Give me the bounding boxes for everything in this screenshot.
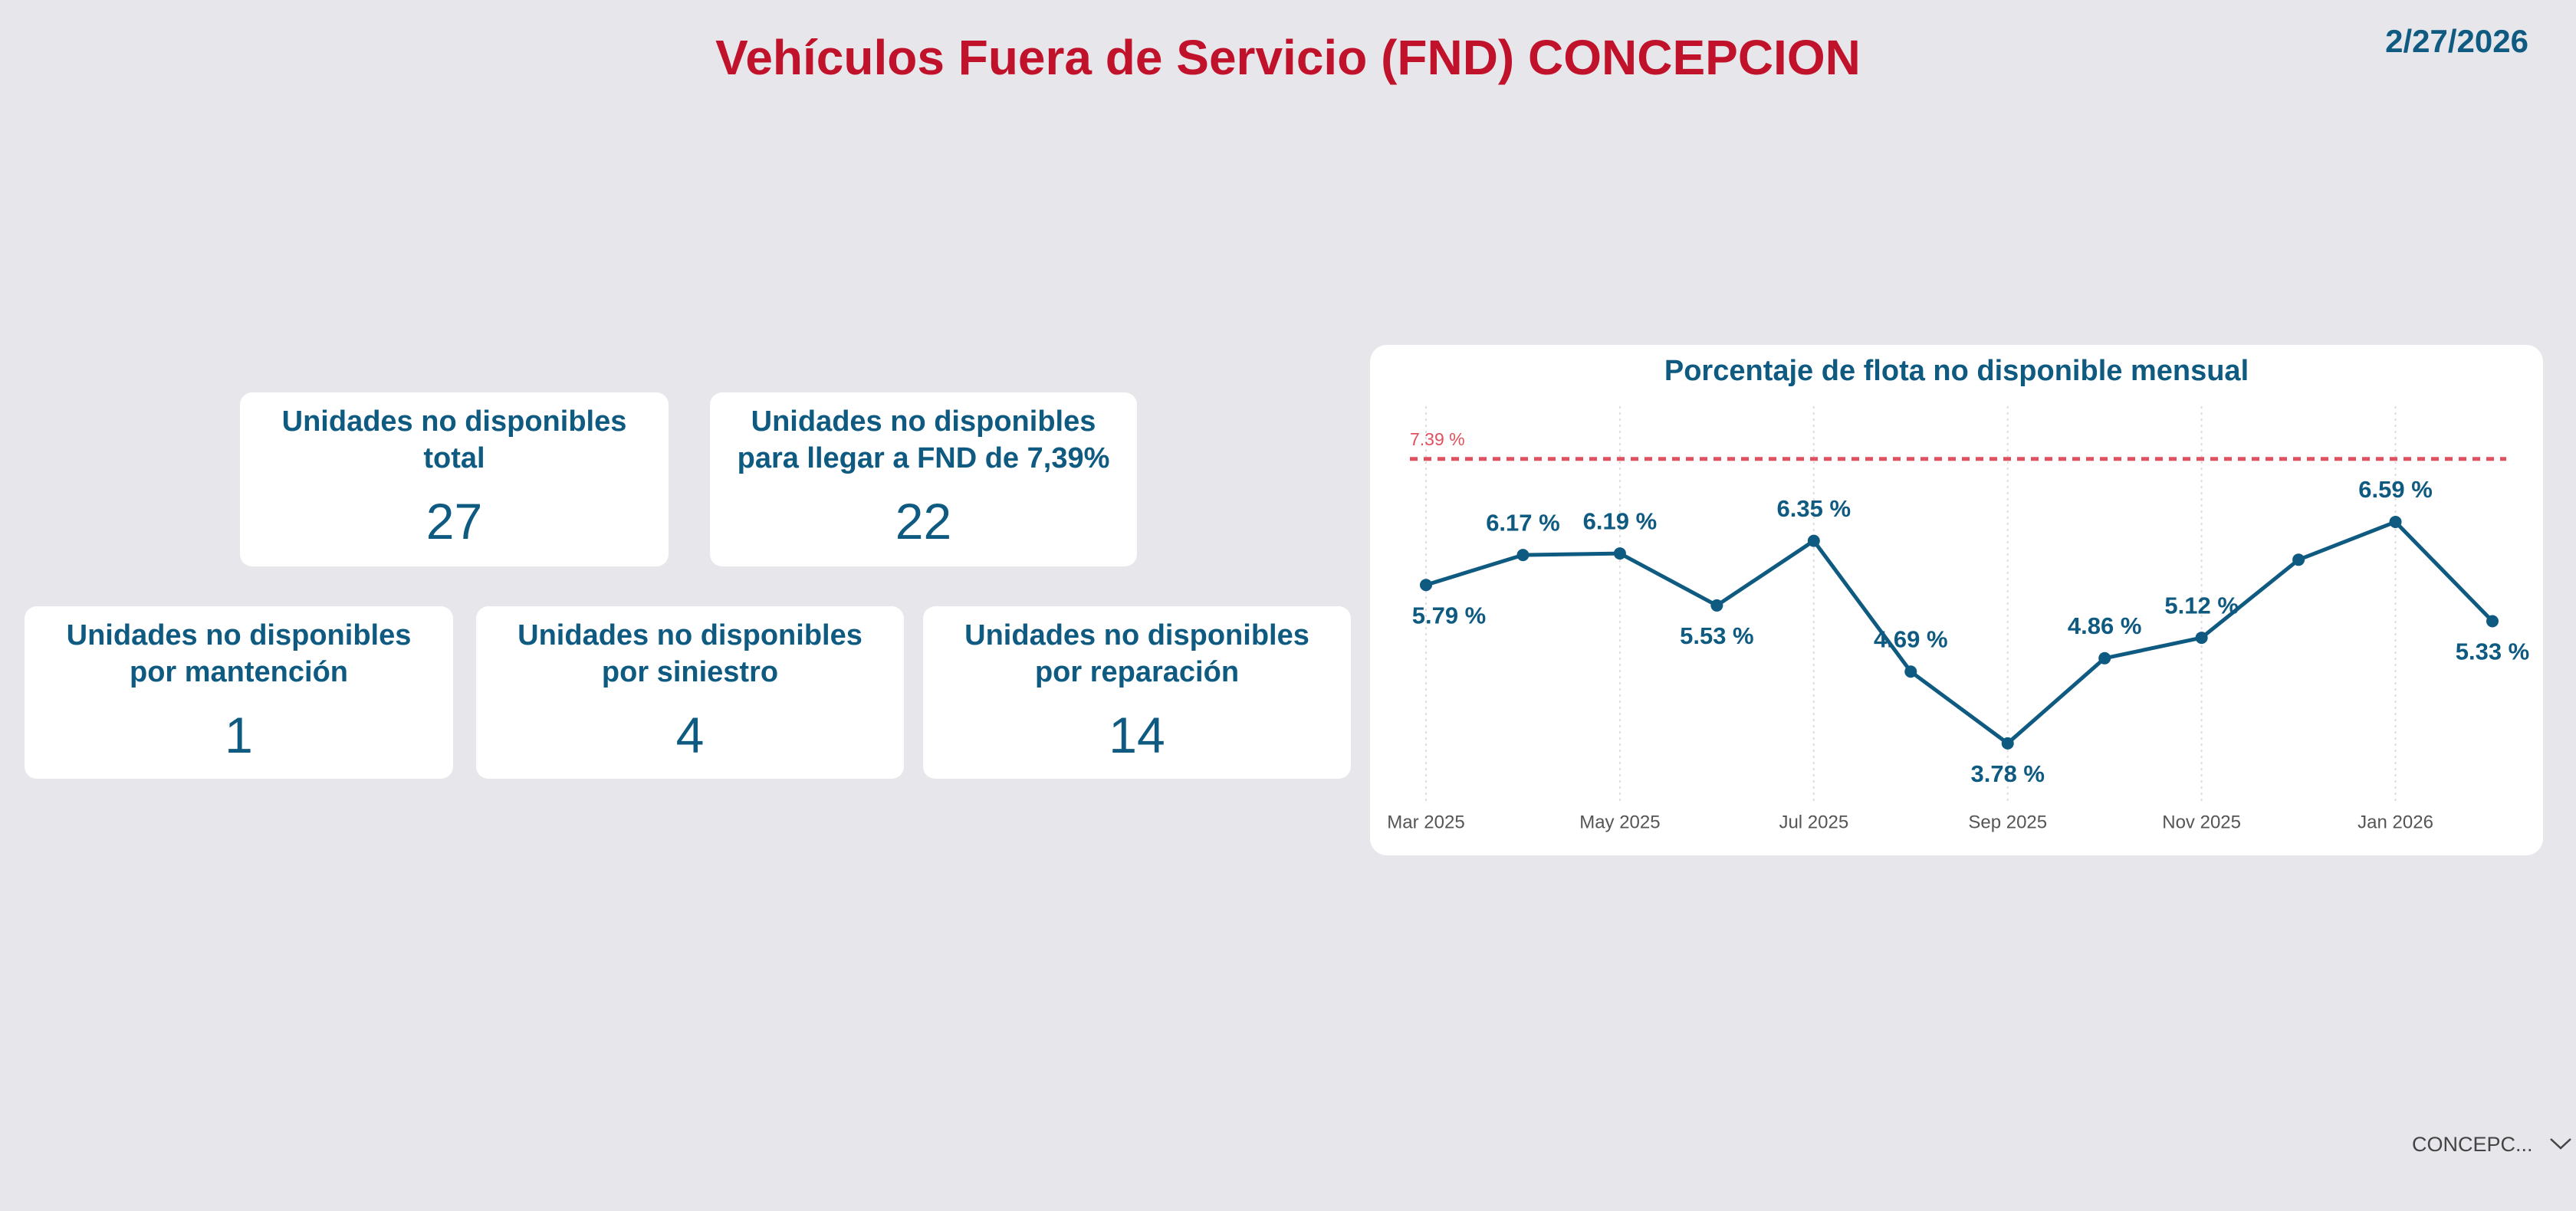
point <box>2001 737 2014 750</box>
reference-label: 7.39 % <box>1410 429 1465 449</box>
kpi-title-line: Unidades no disponibles <box>964 619 1309 651</box>
kpi-title-line: por siniestro <box>601 656 779 688</box>
x-tick-label: Nov 2025 <box>2162 812 2241 832</box>
kpi-title-line: para llegar a FND de 7,39% <box>737 442 1110 474</box>
data-label: 3.78 % <box>1970 760 2045 787</box>
kpi-title-line: Unidades no disponibles <box>281 405 627 438</box>
date: 2/27/2026 <box>2385 23 2528 59</box>
data-label: 5.12 % <box>2164 592 2239 619</box>
data-label: 6.17 % <box>1486 509 1560 536</box>
kpi-value: 14 <box>1109 707 1165 763</box>
kpi-value: 4 <box>675 707 705 763</box>
x-tick-label: Jul 2025 <box>1779 812 1848 832</box>
point <box>2486 615 2499 628</box>
region-slicer[interactable]: CONCEPC... <box>2412 1133 2572 1157</box>
data-label: 5.79 % <box>1412 602 1487 628</box>
kpi-title-line: total <box>423 442 485 474</box>
line <box>1425 520 2494 746</box>
data-label: 5.33 % <box>2456 638 2530 665</box>
chart: Porcentaje de flota no disponible mensua… <box>1387 355 2530 832</box>
data-label: 6.35 % <box>1777 495 1852 522</box>
chevron[interactable] <box>2549 1136 2572 1151</box>
point <box>1807 534 1820 547</box>
point <box>1904 665 1917 678</box>
kpi-title-line: por reparación <box>1034 656 1240 688</box>
x-tick-label: Sep 2025 <box>1968 812 2047 832</box>
kpi-title: Unidades no disponibles total <box>240 403 669 477</box>
kpi-title: Unidades no disponibles por reparación <box>923 617 1351 691</box>
point <box>2292 553 2305 566</box>
kpi-value: 1 <box>225 707 253 763</box>
x-tick-label: Jan 2026 <box>2358 812 2433 832</box>
chart-title: Porcentaje de flota no disponible mensua… <box>1664 355 2249 387</box>
chart-card: Porcentaje de flota no disponible mensua… <box>1370 345 2543 855</box>
kpi-card: Unidades no disponibles para llegar a FND… <box>710 392 1137 566</box>
x-tick-label: May 2025 <box>1579 812 1660 832</box>
kpi-card: Unidades no disponibles por siniestro 4 <box>476 606 904 779</box>
data-label: 4.69 % <box>1874 625 1948 652</box>
kpi-title: Unidades no disponibles por mantención <box>25 617 453 691</box>
data-label: 6.19 % <box>1583 507 1658 534</box>
data-label: 4.86 % <box>2068 612 2142 639</box>
kpi-value: 27 <box>426 493 483 550</box>
point <box>1516 549 1530 562</box>
kpi-card: Unidades no disponibles por mantención 1 <box>25 606 453 779</box>
x-tick-label: Mar 2025 <box>1387 812 1464 832</box>
point <box>2098 651 2111 665</box>
kpi-title-line: Unidades no disponibles <box>518 619 863 651</box>
data-label: 6.59 % <box>2358 476 2433 503</box>
kpi-title-line: Unidades no disponibles <box>751 405 1096 438</box>
point <box>1420 579 1432 592</box>
point <box>2389 515 2402 528</box>
point <box>1613 547 1626 560</box>
page-title: Vehículos Fuera de Servicio (FND) CONCEP… <box>715 30 1861 85</box>
slicer-label[interactable]: CONCEPC... <box>2412 1133 2533 1156</box>
kpi-value: 22 <box>895 493 952 550</box>
kpi-card: Unidades no disponibles total 27 <box>240 392 669 566</box>
kpi-title-line: por mantención <box>129 656 349 688</box>
data-label: 5.53 % <box>1680 622 1754 649</box>
kpi-title: Unidades no disponibles por siniestro <box>476 617 904 691</box>
kpi-title: Unidades no disponibles para llegar a FND… <box>710 403 1137 477</box>
kpi-title-line: Unidades no disponibles <box>66 619 412 651</box>
kpi-card: Unidades no disponibles por reparación 14 <box>923 606 1351 779</box>
point <box>2195 632 2208 645</box>
point <box>1710 599 1723 612</box>
